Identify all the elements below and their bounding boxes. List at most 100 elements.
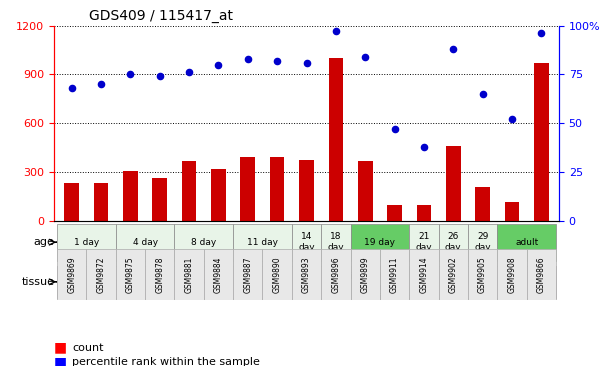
FancyBboxPatch shape bbox=[57, 249, 87, 300]
FancyBboxPatch shape bbox=[57, 266, 350, 298]
Point bbox=[96, 81, 106, 87]
Text: percentile rank within the sample: percentile rank within the sample bbox=[72, 357, 260, 366]
Text: GSM9893: GSM9893 bbox=[302, 256, 311, 293]
Text: GSM9875: GSM9875 bbox=[126, 256, 135, 293]
FancyBboxPatch shape bbox=[497, 249, 526, 300]
Text: GSM9914: GSM9914 bbox=[419, 256, 429, 293]
Point bbox=[67, 85, 76, 91]
Point bbox=[213, 62, 223, 68]
Text: 4 day: 4 day bbox=[132, 238, 157, 247]
Bar bbox=[64, 183, 79, 221]
FancyBboxPatch shape bbox=[204, 249, 233, 300]
FancyBboxPatch shape bbox=[87, 249, 116, 300]
Point bbox=[419, 144, 429, 150]
Text: testis: testis bbox=[470, 277, 495, 286]
Text: 1 day: 1 day bbox=[74, 238, 99, 247]
Text: testis: testis bbox=[191, 277, 216, 286]
Bar bbox=[270, 157, 284, 221]
FancyBboxPatch shape bbox=[145, 249, 174, 300]
Text: ■: ■ bbox=[54, 341, 67, 355]
Bar bbox=[182, 161, 197, 221]
Text: adult: adult bbox=[515, 238, 538, 247]
FancyBboxPatch shape bbox=[526, 249, 556, 300]
Point bbox=[302, 60, 311, 66]
FancyBboxPatch shape bbox=[321, 249, 350, 300]
Bar bbox=[534, 63, 549, 221]
Text: GSM9899: GSM9899 bbox=[361, 256, 370, 293]
Point bbox=[126, 71, 135, 77]
FancyBboxPatch shape bbox=[468, 224, 497, 261]
Bar bbox=[211, 169, 226, 221]
FancyBboxPatch shape bbox=[57, 224, 116, 261]
Point bbox=[272, 58, 282, 64]
Text: GSM9887: GSM9887 bbox=[243, 256, 252, 293]
FancyBboxPatch shape bbox=[116, 249, 145, 300]
Bar bbox=[153, 178, 167, 221]
Point bbox=[331, 29, 341, 34]
FancyBboxPatch shape bbox=[350, 266, 380, 298]
Text: GSM9881: GSM9881 bbox=[185, 256, 194, 293]
Text: age: age bbox=[34, 237, 55, 247]
Point bbox=[507, 116, 517, 122]
Bar bbox=[446, 146, 460, 221]
Text: GSM9872: GSM9872 bbox=[97, 256, 106, 293]
Point bbox=[243, 56, 252, 62]
FancyBboxPatch shape bbox=[468, 249, 497, 300]
Text: GSM9905: GSM9905 bbox=[478, 256, 487, 293]
Text: GSM9884: GSM9884 bbox=[214, 256, 223, 293]
FancyBboxPatch shape bbox=[409, 266, 556, 298]
Text: GSM9896: GSM9896 bbox=[331, 256, 340, 293]
Text: 19 day: 19 day bbox=[364, 238, 395, 247]
Point bbox=[361, 54, 370, 60]
Bar bbox=[329, 58, 343, 221]
Text: GSM9902: GSM9902 bbox=[449, 256, 458, 293]
Bar bbox=[123, 171, 138, 221]
Point bbox=[537, 30, 546, 36]
FancyBboxPatch shape bbox=[292, 249, 321, 300]
Point bbox=[390, 126, 400, 132]
Text: GDS409 / 115417_at: GDS409 / 115417_at bbox=[90, 9, 233, 23]
Text: tissue: tissue bbox=[22, 277, 55, 287]
Text: ■: ■ bbox=[54, 355, 67, 366]
Text: 18
day: 18 day bbox=[328, 232, 344, 252]
Text: GSM9890: GSM9890 bbox=[273, 256, 282, 293]
FancyBboxPatch shape bbox=[174, 224, 233, 261]
Text: GSM9866: GSM9866 bbox=[537, 256, 546, 293]
Point bbox=[448, 46, 458, 52]
Bar bbox=[505, 202, 519, 221]
Text: 11 day: 11 day bbox=[247, 238, 278, 247]
Text: 21
day: 21 day bbox=[416, 232, 432, 252]
Bar bbox=[416, 205, 432, 221]
Text: GSM9878: GSM9878 bbox=[155, 256, 164, 293]
FancyBboxPatch shape bbox=[263, 249, 292, 300]
FancyBboxPatch shape bbox=[350, 224, 409, 261]
Text: 29
day: 29 day bbox=[474, 232, 491, 252]
FancyBboxPatch shape bbox=[321, 224, 350, 261]
Text: 8 day: 8 day bbox=[191, 238, 216, 247]
FancyBboxPatch shape bbox=[350, 249, 380, 300]
Bar bbox=[358, 161, 373, 221]
FancyBboxPatch shape bbox=[380, 266, 409, 298]
Text: 14
day: 14 day bbox=[298, 232, 315, 252]
FancyBboxPatch shape bbox=[292, 224, 321, 261]
FancyBboxPatch shape bbox=[116, 224, 174, 261]
Point bbox=[155, 74, 165, 79]
FancyBboxPatch shape bbox=[409, 249, 439, 300]
FancyBboxPatch shape bbox=[233, 224, 292, 261]
Text: count: count bbox=[72, 343, 103, 353]
FancyBboxPatch shape bbox=[439, 249, 468, 300]
Bar bbox=[94, 183, 108, 221]
FancyBboxPatch shape bbox=[497, 224, 556, 261]
Text: GSM9908: GSM9908 bbox=[507, 256, 516, 293]
FancyBboxPatch shape bbox=[174, 249, 204, 300]
Point bbox=[185, 70, 194, 75]
Text: GSM9911: GSM9911 bbox=[390, 256, 399, 293]
Point bbox=[478, 91, 487, 97]
FancyBboxPatch shape bbox=[439, 224, 468, 261]
Text: 26
day: 26 day bbox=[445, 232, 462, 252]
FancyBboxPatch shape bbox=[409, 224, 439, 261]
Bar bbox=[387, 205, 402, 221]
FancyBboxPatch shape bbox=[380, 249, 409, 300]
Text: GSM9869: GSM9869 bbox=[67, 256, 76, 293]
Bar bbox=[475, 187, 490, 221]
